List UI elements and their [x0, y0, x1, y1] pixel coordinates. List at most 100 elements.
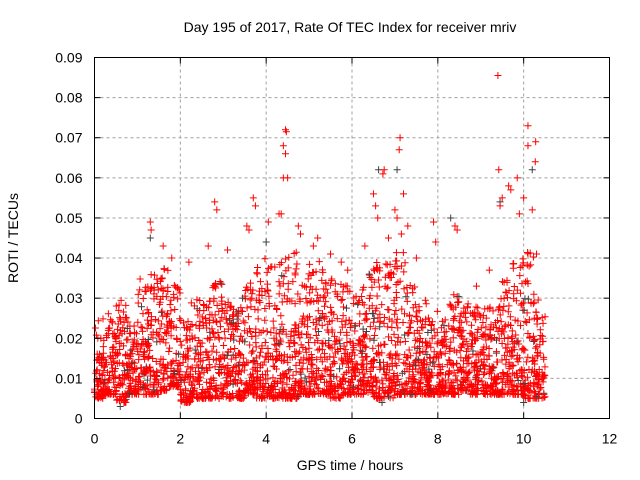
data-point-plus-marker — [258, 344, 266, 352]
data-point-plus-marker — [340, 342, 348, 350]
data-point-plus-marker — [332, 338, 340, 346]
data-point-plus-marker — [233, 308, 241, 316]
data-point-plus-marker — [104, 310, 112, 318]
data-point-plus-marker — [459, 341, 467, 349]
data-point-plus-marker — [525, 262, 533, 270]
data-point-plus-marker — [380, 166, 388, 174]
data-point-plus-marker — [502, 356, 510, 364]
data-point-plus-marker — [479, 331, 487, 339]
data-point-plus-marker — [134, 318, 142, 326]
axis-ticks — [94, 57, 610, 419]
data-point-plus-marker — [220, 342, 228, 350]
data-point-plus-marker — [381, 387, 389, 395]
data-point-plus-marker — [120, 376, 128, 384]
data-point-plus-marker — [129, 367, 137, 375]
data-point-plus-marker — [371, 331, 379, 339]
data-point-plus-marker — [196, 297, 204, 305]
data-point-plus-marker — [174, 295, 182, 303]
data-point-plus-marker — [294, 328, 302, 336]
data-point-plus-marker — [241, 387, 249, 395]
data-point-plus-marker — [379, 358, 387, 366]
data-point-plus-marker — [402, 379, 410, 387]
data-point-plus-marker — [432, 238, 440, 246]
data-point-plus-marker — [206, 364, 214, 372]
data-point-plus-marker — [254, 263, 262, 271]
data-point-plus-marker — [237, 332, 245, 340]
data-point-plus-marker — [308, 367, 316, 375]
data-point-plus-marker — [352, 364, 360, 372]
data-point-plus-marker — [393, 362, 401, 370]
data-point-plus-marker — [472, 316, 480, 324]
data-point-plus-marker — [533, 393, 541, 401]
data-point-plus-marker — [472, 358, 480, 366]
data-point-plus-marker — [512, 331, 520, 339]
data-point-plus-marker — [449, 316, 457, 324]
data-point-plus-marker — [508, 327, 516, 335]
data-point-plus-marker — [254, 315, 262, 323]
data-point-plus-marker — [197, 349, 205, 357]
data-point-plus-marker — [393, 371, 401, 379]
data-point-plus-marker — [122, 301, 130, 309]
data-point-plus-marker — [294, 383, 302, 391]
data-point-plus-marker — [239, 354, 247, 362]
data-point-plus-marker — [393, 166, 401, 174]
x-tick-label: 4 — [262, 431, 270, 447]
data-point-plus-marker — [327, 394, 335, 402]
data-point-plus-marker — [200, 368, 208, 376]
data-point-plus-marker — [375, 276, 383, 284]
data-point-plus-marker — [330, 310, 338, 318]
data-point-plus-marker — [118, 330, 126, 338]
data-point-plus-marker — [428, 334, 436, 342]
data-point-plus-marker — [98, 371, 106, 379]
data-point-plus-marker — [160, 336, 168, 344]
data-point-plus-marker — [368, 302, 376, 310]
data-point-plus-marker — [256, 348, 264, 356]
data-point-plus-marker — [232, 352, 240, 360]
data-point-plus-marker — [303, 365, 311, 373]
data-point-plus-marker — [520, 306, 528, 314]
data-point-plus-marker — [505, 383, 513, 391]
data-point-plus-marker — [314, 366, 322, 374]
data-point-plus-marker — [339, 378, 347, 386]
data-point-plus-marker — [374, 394, 382, 402]
data-point-plus-marker — [209, 328, 217, 336]
data-point-plus-marker — [498, 378, 506, 386]
data-point-plus-marker — [306, 289, 314, 297]
data-point-plus-marker — [315, 345, 323, 353]
data-point-plus-marker — [504, 373, 512, 381]
data-point-plus-marker — [358, 293, 366, 301]
data-point-plus-marker — [336, 365, 344, 373]
data-point-plus-marker — [425, 365, 433, 373]
data-point-plus-marker — [401, 380, 409, 388]
data-point-plus-marker — [529, 253, 537, 261]
data-point-plus-marker — [398, 305, 406, 313]
data-point-plus-marker — [184, 318, 192, 326]
data-point-plus-marker — [297, 376, 305, 384]
data-point-plus-marker — [479, 361, 487, 369]
data-point-plus-marker — [277, 210, 285, 218]
data-point-plus-marker — [261, 316, 269, 324]
data-point-plus-marker — [336, 340, 344, 348]
data-point-plus-marker — [399, 319, 407, 327]
data-point-plus-marker — [259, 327, 267, 335]
data-points — [91, 72, 549, 410]
data-point-plus-marker — [349, 344, 357, 352]
data-point-plus-marker — [480, 390, 488, 398]
data-point-plus-marker — [400, 359, 408, 367]
data-point-plus-marker — [412, 312, 420, 320]
data-point-plus-marker — [339, 312, 347, 320]
data-point-plus-marker — [286, 365, 294, 373]
data-point-plus-marker — [424, 382, 432, 390]
data-point-plus-marker — [252, 296, 260, 304]
data-point-plus-marker — [414, 345, 422, 353]
data-point-plus-marker — [113, 325, 121, 333]
data-point-plus-marker — [204, 242, 212, 250]
data-point-plus-marker — [518, 373, 526, 381]
data-point-plus-marker — [277, 259, 285, 267]
data-point-plus-marker — [177, 316, 185, 324]
data-point-plus-marker — [220, 369, 228, 377]
data-point-plus-marker — [170, 323, 178, 331]
data-point-plus-marker — [309, 318, 317, 326]
data-point-plus-marker — [413, 327, 421, 335]
data-point-plus-marker — [269, 362, 277, 370]
